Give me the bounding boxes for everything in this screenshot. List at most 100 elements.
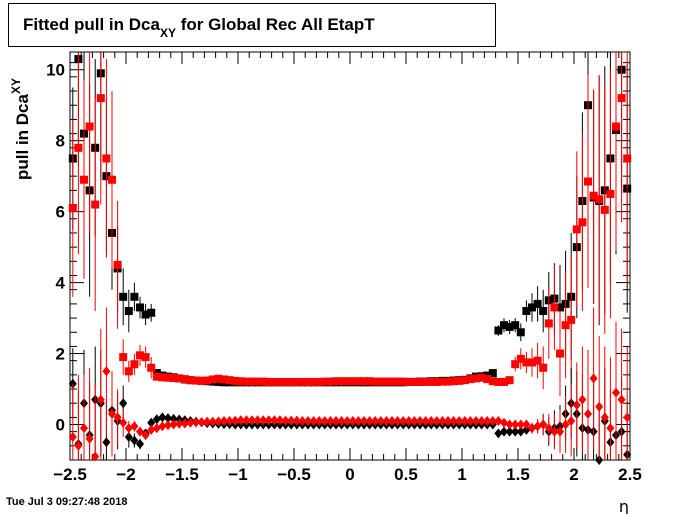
data-point-diamond [326, 415, 335, 426]
data-point-diamond [477, 415, 486, 426]
data-point-square [578, 218, 587, 227]
data-point-square [337, 377, 346, 386]
data-point-diamond [287, 415, 296, 426]
y-tick-label: 8 [56, 132, 65, 151]
data-point-diamond [147, 424, 156, 435]
data-point-square [276, 377, 284, 386]
data-point-diamond [231, 415, 240, 426]
data-point-square [180, 375, 189, 384]
data-point-square [113, 260, 122, 269]
data-point-diamond [152, 423, 161, 434]
data-point-square [315, 377, 324, 386]
data-point-diamond [315, 415, 324, 426]
data-point-square [119, 353, 128, 362]
x-tick-label: 2.5 [618, 465, 642, 484]
data-point-square [505, 376, 514, 385]
data-point-diamond [612, 387, 620, 398]
data-point-diamond [494, 415, 503, 426]
y-tick-label: 4 [56, 274, 66, 293]
data-point-diamond [572, 400, 581, 411]
data-point-diamond [68, 431, 77, 442]
data-point-square [438, 377, 447, 386]
data-point-square [399, 377, 408, 386]
data-point-square [231, 376, 240, 385]
data-point-square [281, 377, 290, 386]
data-point-square [623, 154, 632, 163]
data-point-square [449, 377, 458, 386]
data-point-square [259, 377, 268, 386]
data-point-diamond [80, 423, 88, 434]
data-point-diamond [382, 415, 391, 426]
data-point-diamond [186, 417, 195, 428]
timestamp-label: Tue Jul 3 09:27:48 2018 [6, 496, 128, 508]
data-point-diamond [152, 414, 161, 425]
data-point-diamond [578, 394, 587, 405]
data-point-square [136, 303, 144, 312]
data-point-square [388, 377, 396, 386]
title-main: Fitted pull in Dca [23, 15, 160, 34]
data-point-square [505, 322, 514, 331]
data-point-diamond [203, 416, 212, 427]
data-point-diamond [169, 413, 178, 424]
data-point-square [421, 377, 430, 386]
data-point-diamond [371, 415, 380, 426]
data-point-square [500, 377, 508, 386]
data-point-diamond [522, 419, 531, 430]
data-point-square [298, 377, 307, 386]
x-tick-label: 1 [457, 465, 466, 484]
data-point-square [186, 376, 195, 385]
data-point-square [236, 377, 245, 386]
data-point-diamond [158, 412, 167, 423]
data-point-diamond [113, 412, 122, 423]
y-tick-label: 0 [56, 416, 65, 435]
data-point-square [164, 373, 172, 382]
x-tick-label: −2 [116, 465, 135, 484]
data-point-square [550, 303, 559, 312]
data-point-diamond [416, 415, 424, 426]
data-point-square [74, 143, 83, 152]
x-axis-title: η [619, 497, 629, 514]
data-point-diamond [220, 415, 228, 426]
data-point-square [589, 191, 598, 200]
data-point-diamond [449, 415, 458, 426]
data-point-diamond [348, 415, 357, 426]
data-point-square [539, 306, 548, 315]
data-point-diamond [584, 408, 592, 419]
data-point-diamond [488, 415, 497, 426]
data-point-diamond [85, 433, 94, 444]
data-point-square [320, 377, 329, 386]
data-point-diamond [528, 423, 536, 434]
data-point-diamond [600, 412, 609, 423]
data-point-square [141, 353, 150, 362]
data-point-square [516, 328, 525, 337]
data-point-square [528, 303, 536, 312]
data-point-square [544, 319, 553, 328]
y-axis-title: pull in DcaXY [9, 78, 32, 180]
data-point-diamond [304, 415, 312, 426]
data-point-diamond [276, 415, 284, 426]
data-point-square [360, 377, 368, 386]
data-point-diamond [388, 415, 396, 426]
data-point-square [612, 122, 620, 131]
data-point-diamond [567, 415, 576, 426]
data-point-square [516, 354, 525, 363]
x-tick-label: −1 [228, 465, 247, 484]
data-point-diamond [96, 394, 105, 405]
data-point-diamond [427, 415, 436, 426]
data-point-diamond [393, 415, 402, 426]
data-point-square [85, 122, 94, 131]
x-tick-label: 2 [569, 465, 578, 484]
data-point-square [147, 363, 156, 372]
data-point-square [169, 374, 178, 383]
data-point-diamond [192, 417, 200, 428]
data-point-diamond [432, 415, 441, 426]
data-point-square [511, 360, 520, 369]
data-point-diamond [539, 419, 548, 430]
data-point-diamond [544, 423, 553, 434]
plot-frame [69, 51, 631, 461]
data-point-square [108, 175, 116, 184]
data-point-square [253, 377, 262, 386]
data-point-diamond [124, 431, 133, 442]
data-point-diamond [158, 421, 167, 432]
